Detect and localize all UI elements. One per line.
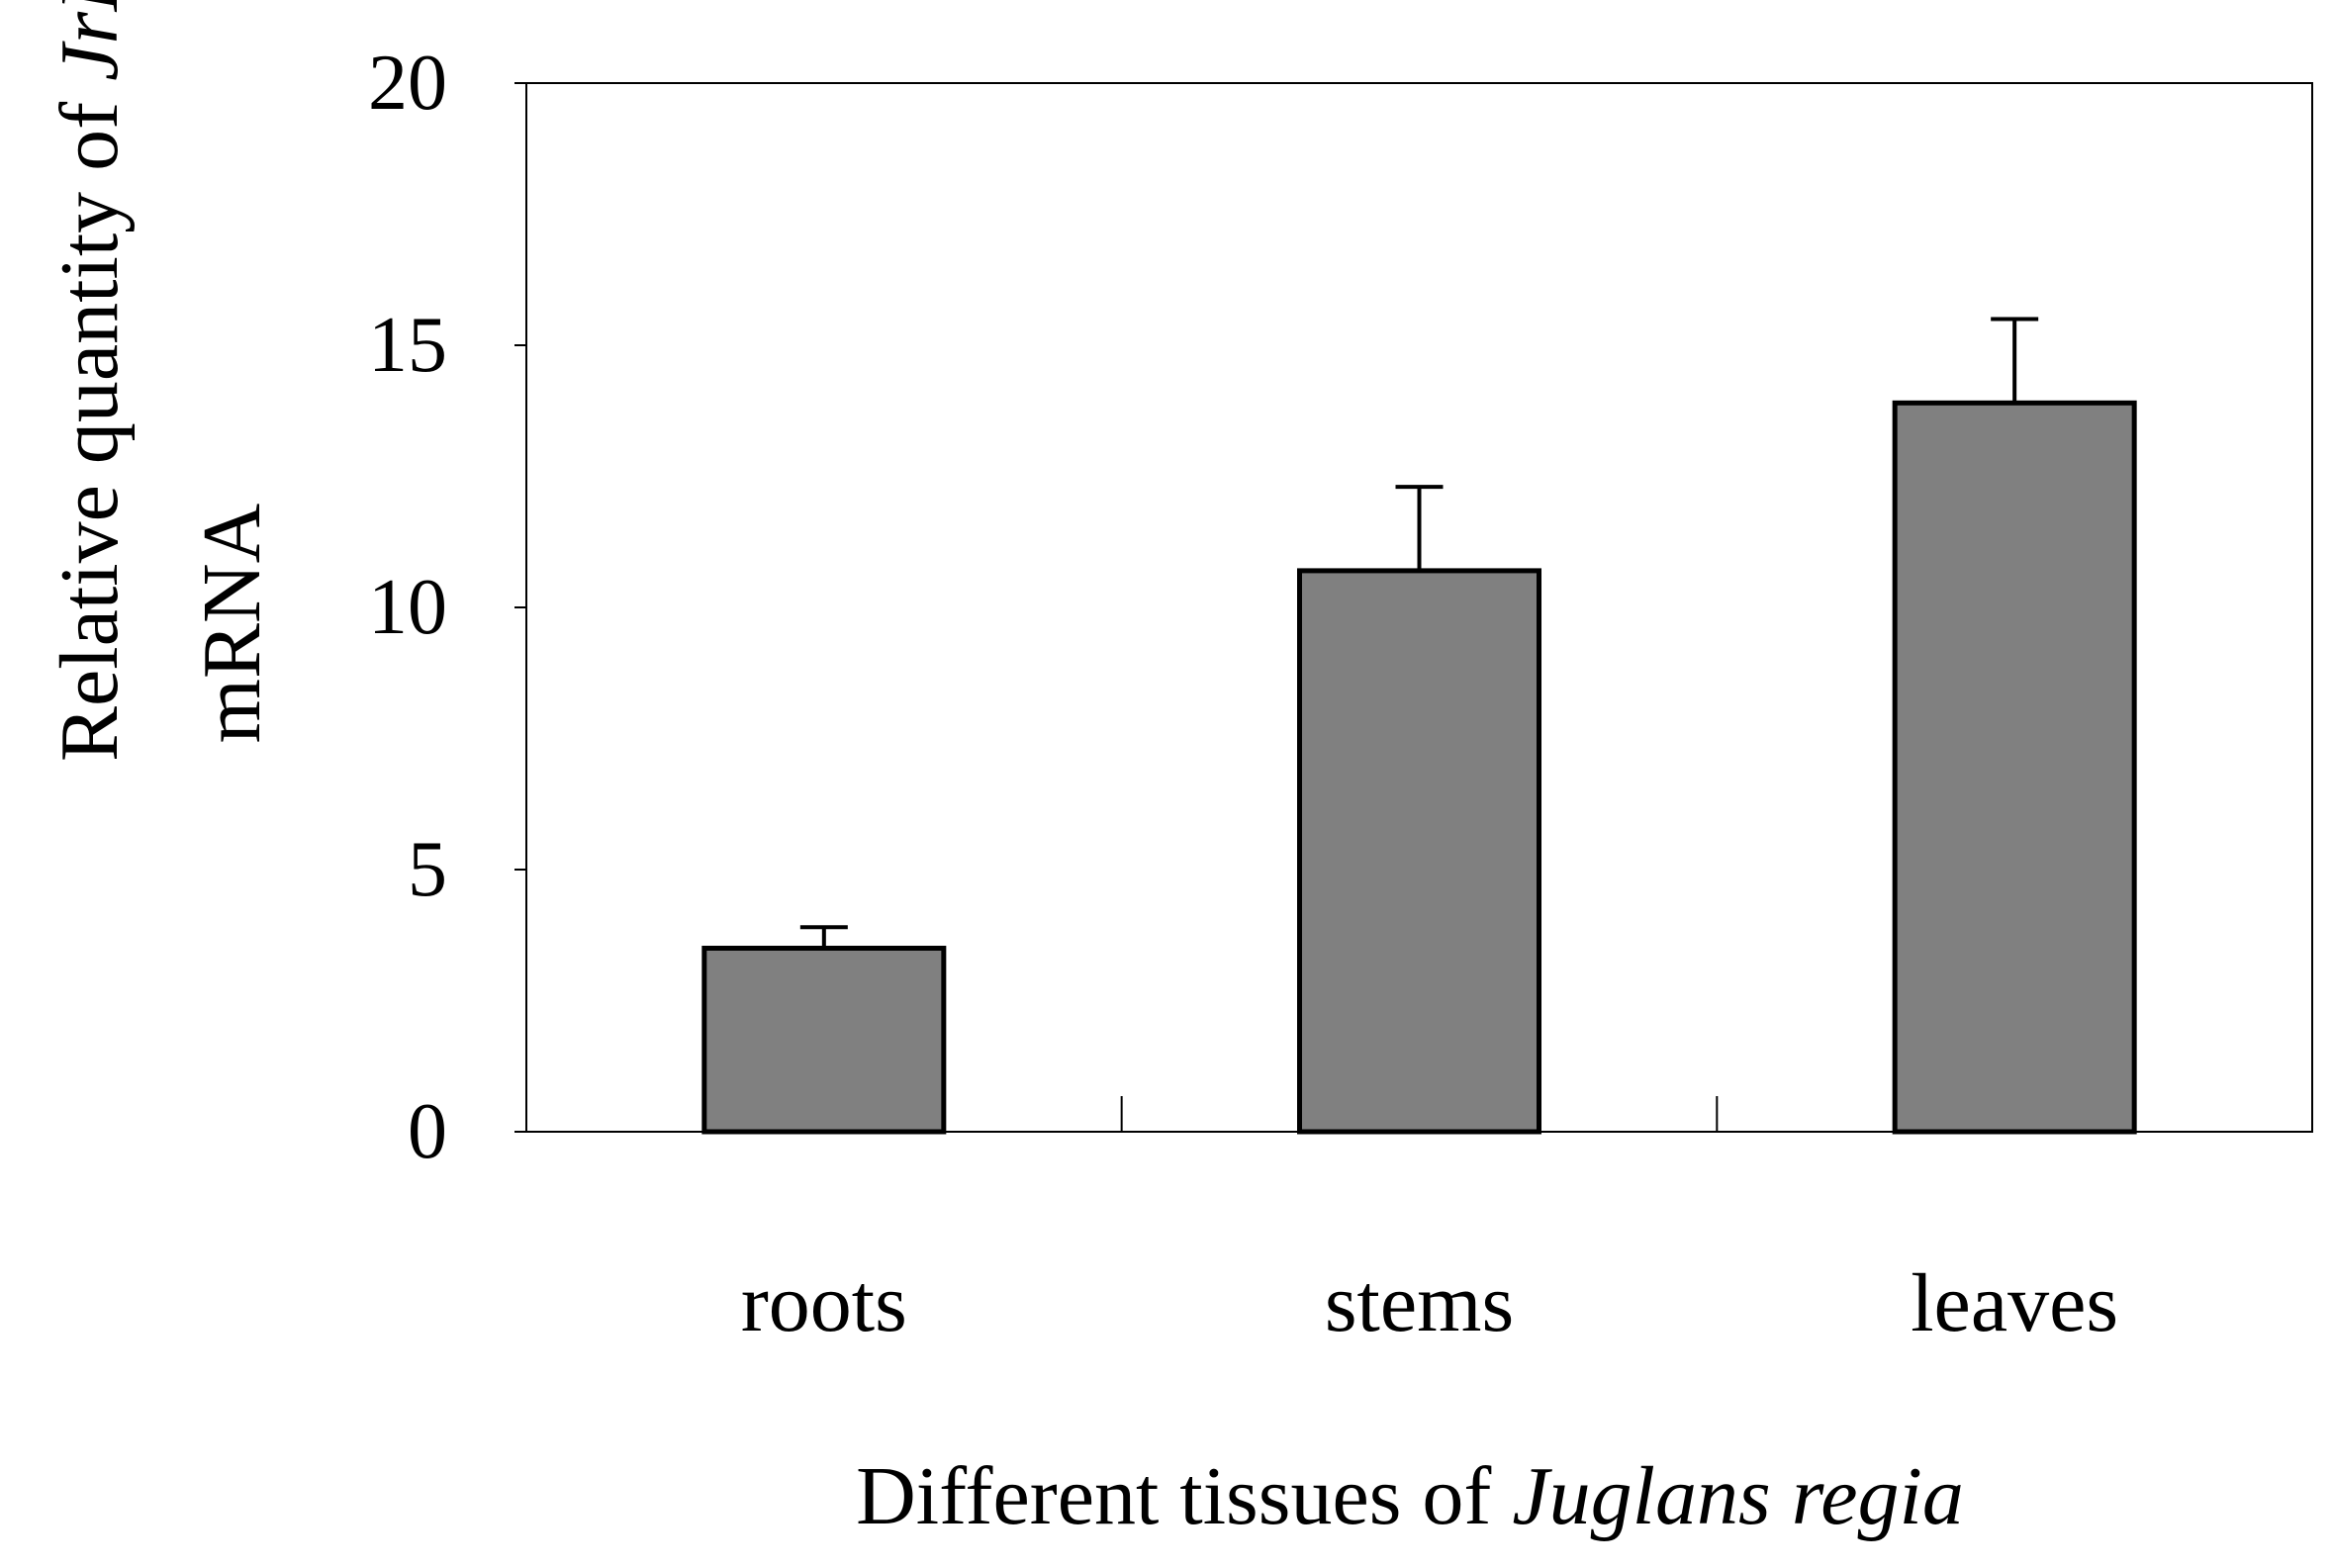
x-axis-ticks: [1120, 1096, 1719, 1132]
y-tick-label: 0: [408, 1088, 447, 1175]
x-tick-label-leaves: leaves: [1911, 1257, 2118, 1349]
x-axis-tick-labels: roots stems leaves: [741, 1257, 2118, 1349]
bar-roots: [701, 946, 947, 1135]
bar-stems: [1297, 568, 1541, 1135]
x-axis-label: Different tissues of Juglans regia: [856, 1450, 1964, 1542]
bars-group: [701, 317, 2137, 1135]
y-axis-label: Relative quantity of JrPAL: [44, 0, 136, 762]
y-axis-label-prefix: Relative quantity of: [44, 81, 136, 762]
y-tick-label: 15: [368, 302, 447, 389]
y-axis-label-italic: JrPAL: [44, 0, 136, 81]
x-tick-label-stems: stems: [1325, 1257, 1514, 1349]
y-tick-label: 5: [408, 826, 447, 913]
bar-leaves: [1892, 400, 2137, 1135]
x-tick-label-roots: roots: [741, 1257, 907, 1349]
y-tick-label: 10: [368, 564, 447, 651]
x-axis-label-italic: Juglans regia: [1512, 1450, 1964, 1542]
x-axis-label-prefix: Different tissues of: [856, 1450, 1512, 1542]
y-axis-ticks: 0 5 10 15 20: [368, 40, 526, 1175]
y-axis-label-line2: mRNA: [186, 503, 278, 743]
y-tick-label: 20: [368, 40, 447, 127]
